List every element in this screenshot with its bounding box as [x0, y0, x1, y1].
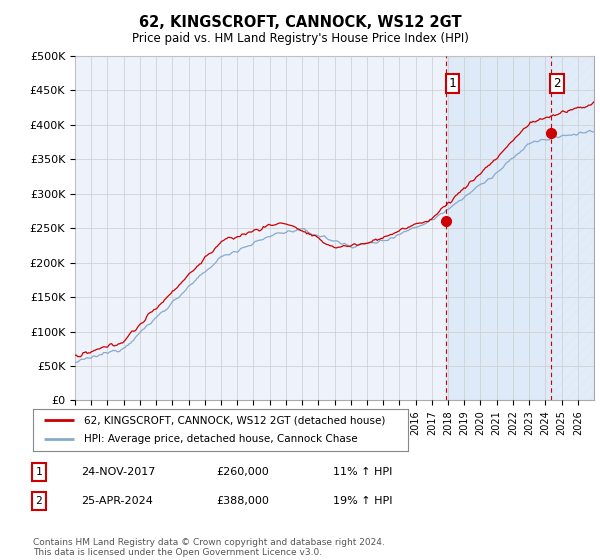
Text: 1: 1	[449, 77, 457, 90]
Text: Price paid vs. HM Land Registry's House Price Index (HPI): Price paid vs. HM Land Registry's House …	[131, 32, 469, 45]
Text: 25-APR-2024: 25-APR-2024	[81, 496, 153, 506]
Bar	[551, 56, 594, 400]
Text: 24-NOV-2017: 24-NOV-2017	[81, 467, 155, 477]
Text: 62, KINGSCROFT, CANNOCK, WS12 2GT (detached house): 62, KINGSCROFT, CANNOCK, WS12 2GT (detac…	[83, 415, 385, 425]
Bar	[446, 56, 551, 400]
Text: 1: 1	[35, 467, 43, 477]
Text: 62, KINGSCROFT, CANNOCK, WS12 2GT: 62, KINGSCROFT, CANNOCK, WS12 2GT	[139, 15, 461, 30]
Text: 2: 2	[553, 77, 560, 90]
Text: HPI: Average price, detached house, Cannock Chase: HPI: Average price, detached house, Cann…	[83, 435, 357, 445]
Text: £388,000: £388,000	[216, 496, 269, 506]
Text: £260,000: £260,000	[216, 467, 269, 477]
Text: 19% ↑ HPI: 19% ↑ HPI	[333, 496, 392, 506]
Text: 2: 2	[35, 496, 43, 506]
Text: Contains HM Land Registry data © Crown copyright and database right 2024.
This d: Contains HM Land Registry data © Crown c…	[33, 538, 385, 557]
Text: 11% ↑ HPI: 11% ↑ HPI	[333, 467, 392, 477]
